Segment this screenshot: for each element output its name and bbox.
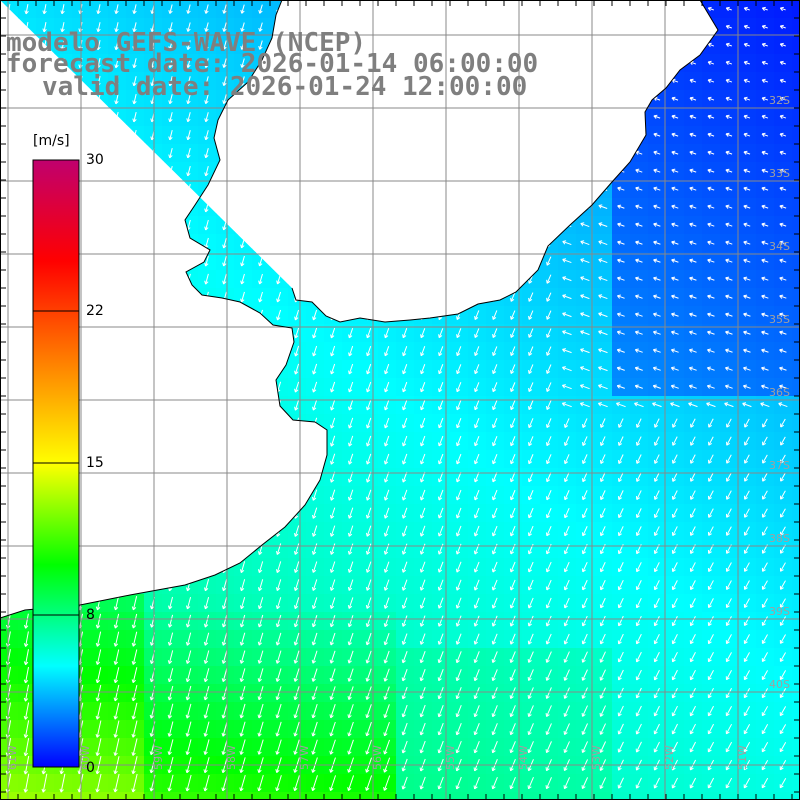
coastline: [0, 0, 719, 619]
longitude-label: 53W: [590, 745, 603, 770]
latitude-label: 32S: [769, 94, 790, 107]
latitude-label: 36S: [769, 386, 790, 399]
longitude-label: 59W: [152, 745, 165, 770]
longitude-labels: 61W 60W 59W 58W 57W 56W 55W 54W 53W 52W 51W: [6, 745, 749, 770]
longitude-label: 51W: [736, 745, 749, 770]
latitude-label: 37S: [769, 459, 790, 472]
colorbar-tick-label: 22: [86, 303, 104, 319]
colorbar-tick-label: 8: [86, 607, 95, 623]
colorbar-tick-marks: [33, 159, 79, 768]
latitude-label: 35S: [769, 313, 790, 326]
longitude-label: 57W: [298, 745, 311, 770]
longitude-label: 61W: [6, 745, 19, 770]
latitude-label: 38S: [769, 532, 790, 545]
longitude-label: 60W: [79, 745, 92, 770]
longitude-label: 54W: [517, 745, 530, 770]
forecast-date: forecast date: 2026-01-14 06:00:00: [6, 49, 539, 79]
longitude-label: 58W: [225, 745, 238, 770]
latitude-label: 33S: [769, 167, 790, 180]
longitude-label: 56W: [371, 745, 384, 770]
colorbar-unit: [m/s]: [33, 133, 70, 149]
latitude-labels: 32S 33S 34S 35S 36S 37S 38S 39S 40S: [769, 94, 790, 691]
latitude-label: 40S: [769, 678, 790, 691]
valid-date: valid date: 2026-01-24 12:00:00: [42, 72, 528, 102]
latitude-label: 39S: [769, 605, 790, 618]
colorbar-tick-label: 15: [86, 455, 104, 471]
longitude-label: 55W: [444, 745, 457, 770]
latitude-label: 34S: [769, 240, 790, 253]
colorbar-tick-label: 0: [86, 760, 95, 776]
colorbar-tick-label: 30: [86, 152, 104, 168]
longitude-label: 52W: [663, 745, 676, 770]
model-title: modelo GEFS-WAVE (NCEP): [6, 28, 367, 58]
